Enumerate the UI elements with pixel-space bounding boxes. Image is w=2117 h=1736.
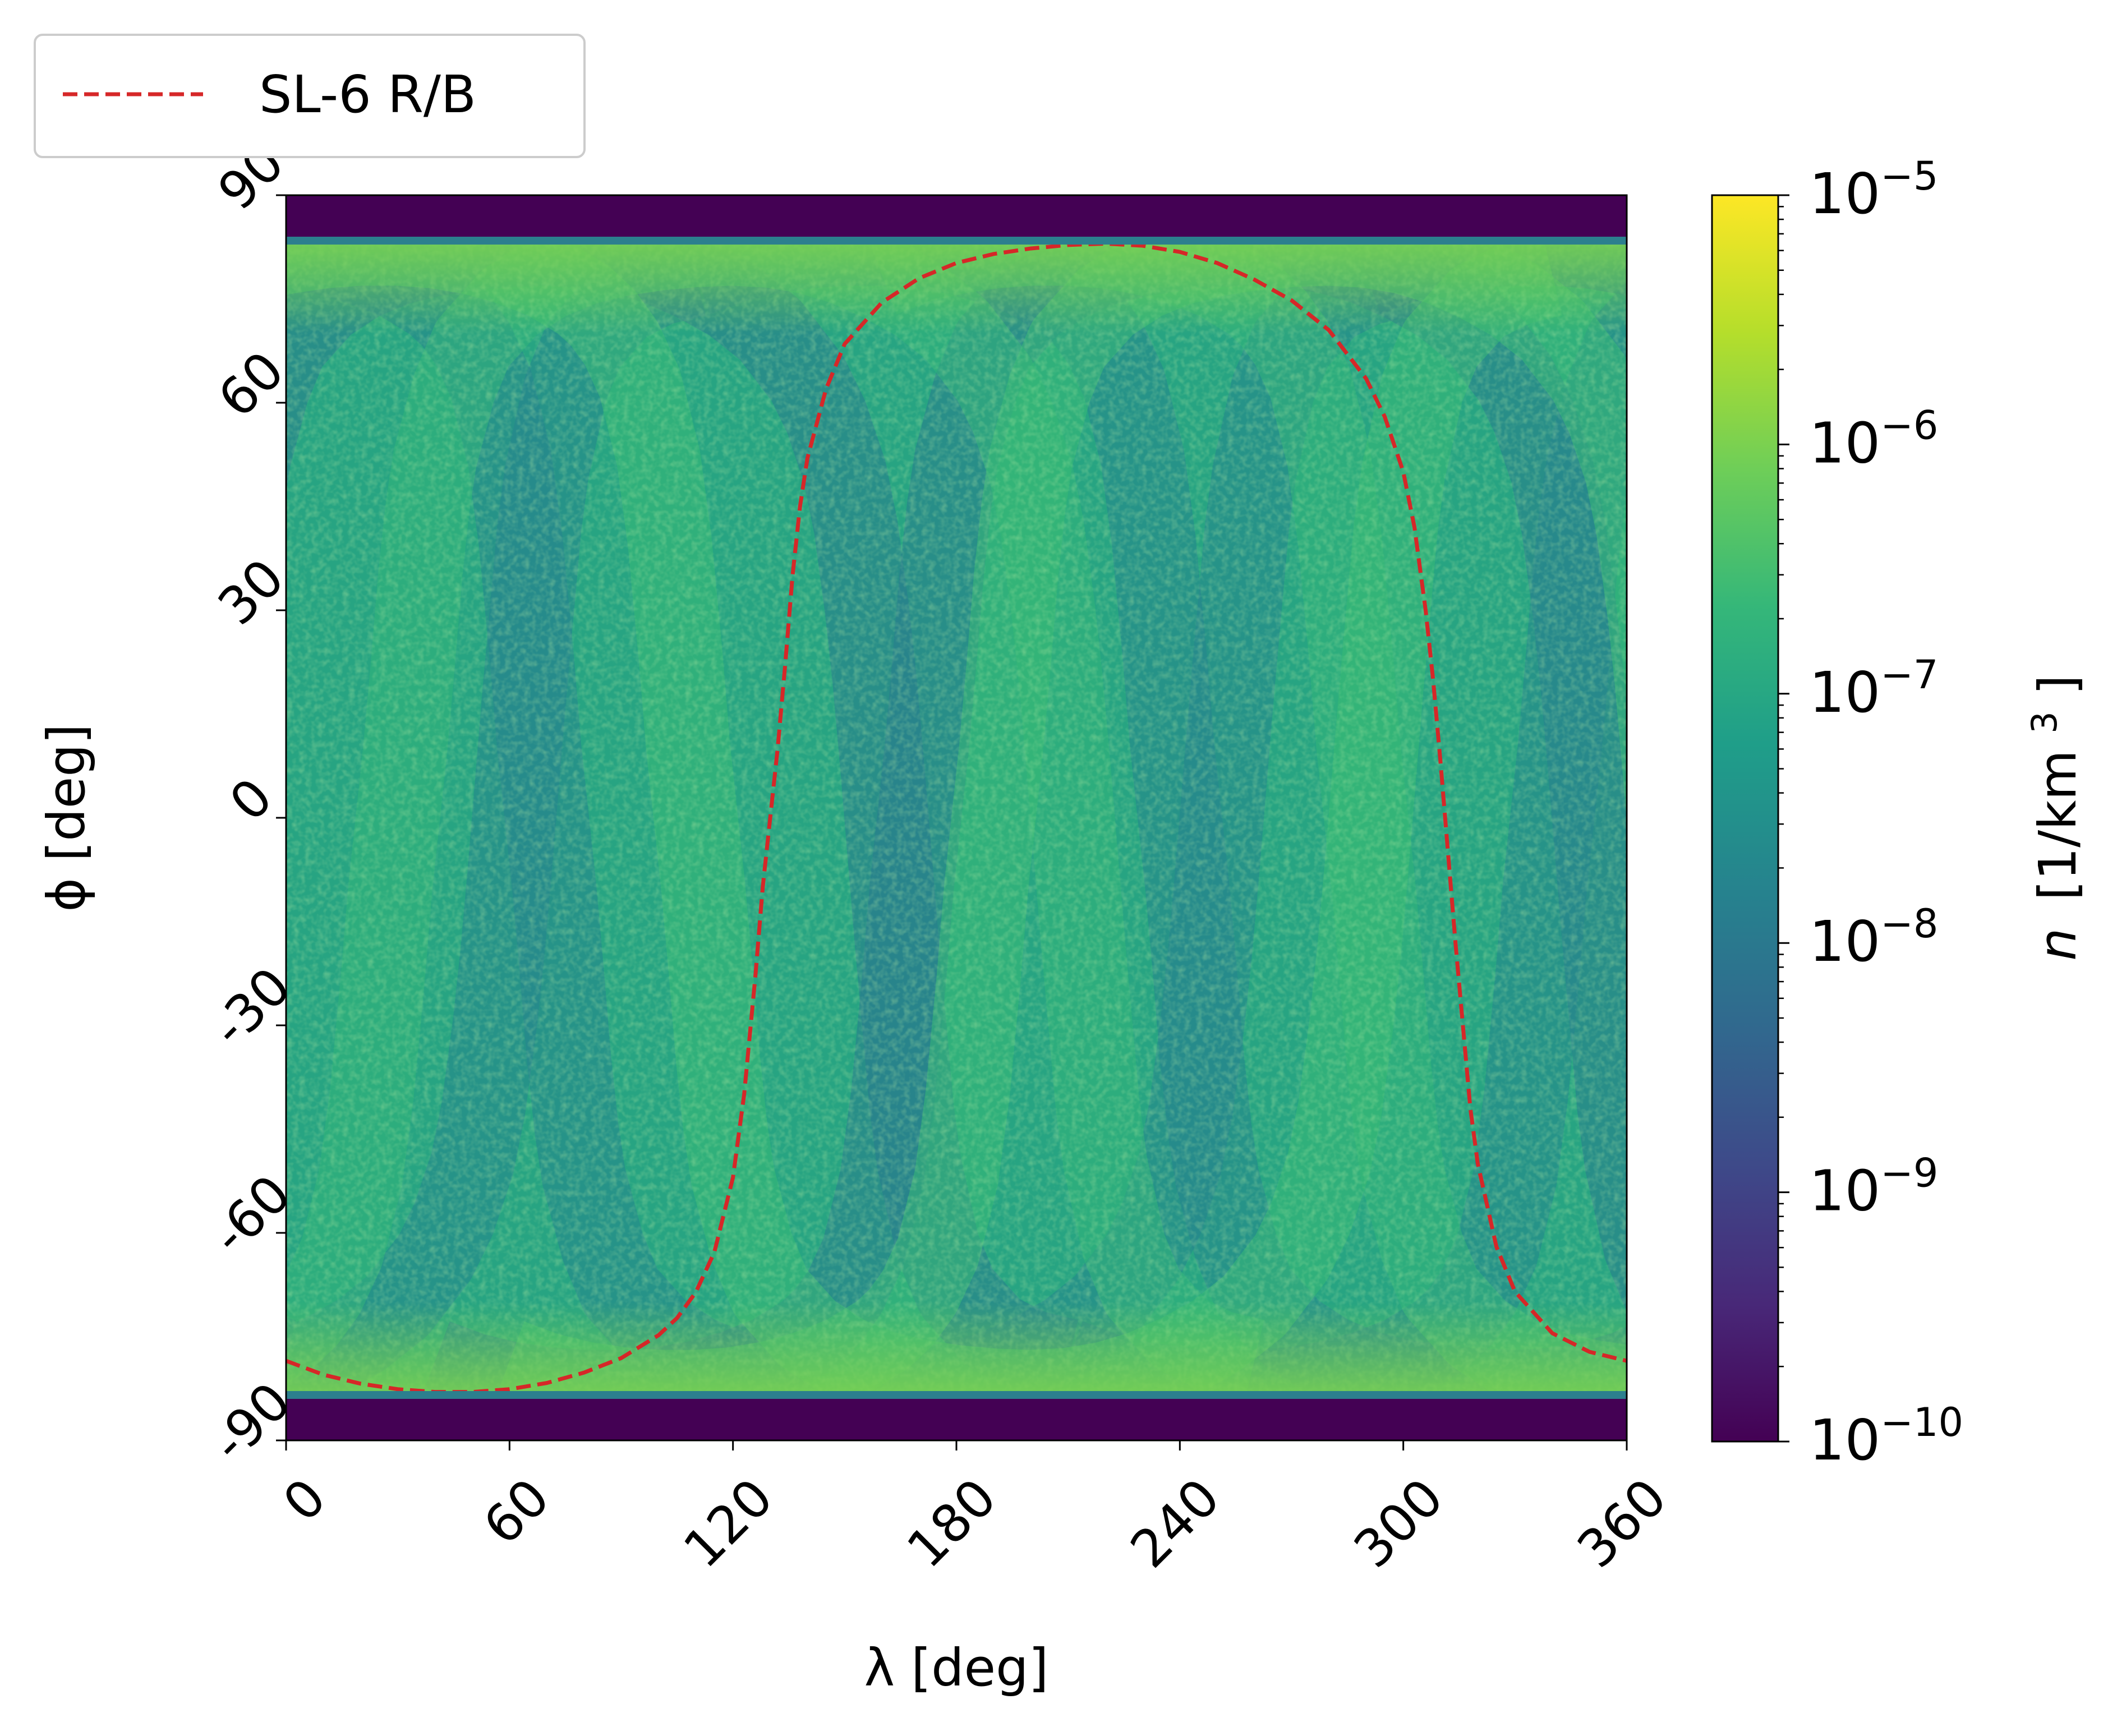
colorbar-gradient [1711,194,1779,1443]
x-tick-label: 240 [1119,1467,1231,1580]
heatmap-edge-stripe [286,237,1627,245]
colorbar-tick-label: 10−5 [1809,153,1938,227]
colorbar-label-var: n [2028,928,2088,961]
legend: SL-6 R/B [34,34,586,158]
y-tick-label: 30 [207,548,296,637]
x-tick-label: 0 [272,1467,338,1533]
colorbar-tick-label: 10−10 [1809,1399,1963,1473]
heatmap-polar-cap-north [286,195,1627,237]
series-line-sl6-rb [286,241,1627,1394]
heatmap-high-density-top [286,237,1627,334]
colorbar-label-exp: 3 [2024,711,2065,733]
heatmap-noise-texture [286,195,1627,1440]
y-tick-label: 0 [218,767,284,832]
colorbar-label: n [1/km 3 ] [2009,675,2088,961]
x-tick-label: 120 [672,1467,784,1580]
colorbar-tick-label: 10−7 [1809,652,1938,725]
heatmap-area [286,195,1627,1440]
colorbar-label-unit: [1/km [2028,750,2088,900]
colorbar-ticks: 10−10 10−9 10−8 10−7 10−6 10−5 [1778,153,1963,1473]
x-axis-label: λ [deg] [864,1638,1049,1698]
colorbar-tick-label: 10−8 [1809,901,1938,974]
x-tick-label: 300 [1342,1467,1455,1580]
y-tick-label: 60 [207,340,296,429]
heatmap-high-density-bottom [286,1302,1627,1399]
y-axis-label: ϕ [deg] [36,724,96,911]
colorbar-label-close: ] [2028,675,2088,695]
x-tick-label: 180 [896,1467,1008,1580]
legend-label-sl6-rb: SL-6 R/B [259,65,476,125]
colorbar-tick-label: 10−6 [1809,402,1938,476]
heatmap-polar-cap-south [286,1399,1627,1440]
x-tick-label: 60 [472,1467,561,1556]
colorbar: 10−10 10−9 10−8 10−7 10−6 10−5 n [1/km 3 ] [1711,153,2088,1473]
colorbar-tick-label: 10−9 [1809,1150,1938,1224]
heatmap-edge-stripe [286,1391,1627,1399]
x-axis: 0 60 120 180 240 300 360 [272,1440,1678,1580]
legend-box [34,34,586,158]
x-tick-label: 360 [1566,1467,1678,1580]
